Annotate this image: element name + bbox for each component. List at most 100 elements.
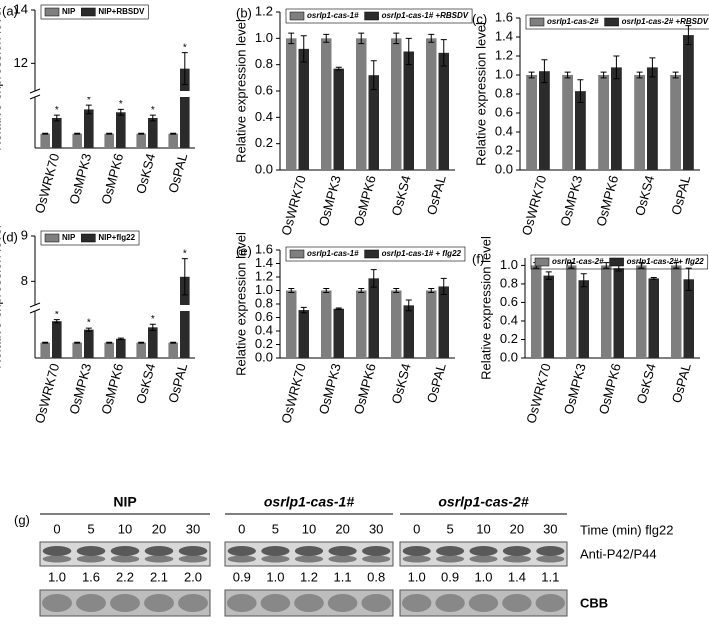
ratio-label: 1.0	[474, 569, 492, 584]
legend-swatch	[529, 17, 545, 27]
error-bar	[323, 287, 330, 294]
error-bar	[170, 132, 177, 135]
bar	[578, 280, 589, 358]
panel-label: (a)	[2, 3, 18, 18]
legend-box	[285, 8, 473, 24]
error-bar	[568, 262, 575, 269]
error-bar	[613, 55, 620, 80]
y-tick-label: 0.8	[500, 275, 518, 290]
bar	[40, 342, 50, 358]
bar	[104, 342, 114, 358]
x-tick-label: OsKS4	[634, 362, 659, 406]
y-tick-label: 0.6	[255, 82, 273, 97]
y-axis-label: Relative expression level	[233, 232, 248, 376]
blot-band	[178, 546, 208, 556]
legend-label: NIP	[62, 233, 76, 242]
x-tick-label: OsWRK70	[519, 174, 549, 237]
blot-band	[536, 555, 565, 563]
x-tick-label: OsMPK3	[561, 362, 589, 416]
bar	[601, 265, 612, 358]
bar	[356, 38, 367, 171]
significance-mark: *	[151, 105, 155, 116]
y-tick-label: 0.4	[495, 123, 513, 138]
group-label: NIP	[113, 494, 136, 510]
cbb-band	[535, 594, 565, 612]
x-tick-label: OsMPK3	[316, 362, 344, 416]
ratio-label: 0.9	[233, 569, 251, 584]
error-bar	[42, 341, 49, 344]
blot-band	[402, 546, 431, 556]
legend-swatch	[364, 249, 379, 259]
legend-swatch	[289, 11, 305, 21]
bar	[180, 276, 190, 358]
legend-label: osrlp1-cas-1#	[307, 11, 359, 20]
y-tick-label: 14	[14, 1, 28, 16]
group-label: osrlp1-cas-1#	[264, 494, 354, 510]
legend-swatch	[364, 11, 379, 21]
loading-label: CBB	[580, 595, 608, 610]
y-axis-label: Relative expression level	[478, 236, 493, 380]
error-bar	[541, 59, 548, 84]
x-tick-label: OsMPK3	[557, 174, 585, 228]
bar	[136, 133, 146, 148]
legend-label: osrlp1-cas-2#	[547, 17, 599, 26]
error-bar	[600, 71, 607, 79]
y-tick-label: 1.2	[255, 3, 273, 18]
axis-break	[29, 91, 195, 97]
bar	[286, 290, 297, 358]
x-tick-label: OsKS4	[389, 362, 414, 406]
bar	[52, 321, 62, 358]
error-bar	[138, 132, 145, 135]
legend-swatch	[44, 7, 60, 17]
error-bar	[393, 287, 400, 294]
cbb-band	[260, 594, 291, 612]
blot-band	[294, 546, 324, 556]
bar	[566, 265, 577, 358]
bar	[647, 67, 658, 170]
group-label: osrlp1-cas-2#	[438, 494, 528, 510]
error-bar	[170, 341, 177, 344]
bar	[368, 278, 379, 358]
error-bar	[117, 108, 124, 116]
bar	[104, 133, 114, 148]
bar	[40, 133, 50, 148]
cbb-band	[76, 594, 106, 612]
time-label: 30	[369, 521, 383, 536]
ratio-label: 1.2	[300, 569, 318, 584]
x-tick-label: OsWRK70	[278, 174, 308, 237]
error-bar	[564, 71, 571, 79]
bar	[368, 75, 379, 170]
cbb-band	[144, 594, 174, 612]
blot-band	[144, 546, 174, 556]
time-label: 5	[272, 521, 279, 536]
legend-label: NIP+flg22	[98, 233, 135, 242]
legend-box	[530, 254, 709, 270]
x-tick-label: OsMPK6	[351, 174, 379, 228]
legend-label: osrlp1-cas-2#+ flg22	[627, 257, 705, 266]
bar	[136, 342, 146, 358]
panel-label: (f)	[472, 251, 484, 266]
ratio-label: 1.1	[541, 569, 559, 584]
y-tick-label: 1.6	[495, 9, 513, 24]
bar	[613, 268, 624, 358]
bar	[72, 342, 82, 358]
ratio-label: 1.1	[334, 569, 352, 584]
bar	[168, 342, 178, 358]
cbb-band	[468, 594, 499, 612]
error-bar	[650, 276, 657, 280]
blot-band	[227, 546, 256, 556]
time-label: 5	[446, 521, 453, 536]
ratio-label: 0.8	[367, 569, 385, 584]
significance-mark: *	[55, 105, 59, 116]
bar	[648, 278, 659, 358]
blot-band	[178, 555, 208, 563]
panel-label: (g)	[14, 512, 30, 527]
bar	[543, 275, 554, 358]
error-bar	[300, 306, 307, 314]
error-bar	[428, 287, 435, 294]
x-tick-label: OsMPK6	[98, 152, 126, 206]
time-label: 20	[510, 521, 524, 536]
y-tick-label: 12	[14, 55, 28, 70]
y-tick-label: 0.6	[255, 309, 273, 324]
